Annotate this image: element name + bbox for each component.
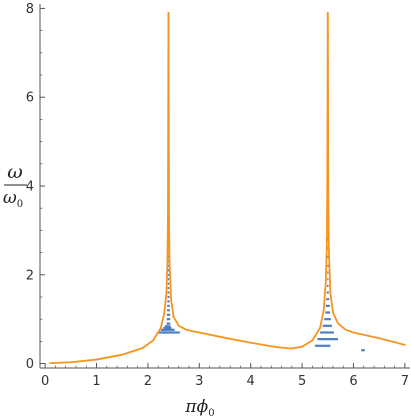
y-tick-label: 8 (26, 2, 34, 17)
y-axis-title: ω ω0 (3, 161, 27, 210)
x-axis-title-sub: 0 (208, 408, 214, 419)
y-tick-label: 2 (26, 268, 34, 283)
y-tick-label: 6 (26, 91, 34, 106)
x-tick-label: 0 (41, 374, 49, 389)
y-axis-title-denominator-sub: 0 (17, 199, 23, 210)
x-tick-label: 4 (247, 374, 255, 389)
x-ticks: 0 1 2 3 4 5 6 7 (41, 363, 409, 389)
svg-text:ω0: ω0 (3, 188, 23, 210)
x-tick-label: 5 (298, 374, 306, 389)
y-axis-title-denominator: ω (3, 188, 17, 208)
y-axis-title-numerator: ω (7, 161, 23, 183)
y-tick-label: 0 (26, 357, 34, 372)
x-tick-label: 2 (144, 374, 152, 389)
y-tick-label: 4 (26, 180, 34, 195)
x-tick-label: 6 (349, 374, 357, 389)
x-tick-label: 1 (92, 374, 100, 389)
energy-levels (158, 33, 365, 352)
x-axis-title: πϕ0 (184, 397, 214, 419)
y-ticks: 0 2 4 6 8 (26, 2, 45, 372)
x-tick-label: 3 (195, 374, 203, 389)
curve-segment (326, 11, 406, 346)
axes: 0 1 2 3 4 5 6 7 0 2 4 6 8 (26, 2, 410, 389)
svg-text:πϕ0: πϕ0 (184, 397, 214, 419)
curve-segment (167, 11, 329, 350)
x-axis-title-main: πϕ (184, 397, 208, 417)
plot-area (49, 11, 406, 365)
dispersion-curve (49, 11, 406, 365)
curve-segment (49, 11, 170, 365)
x-tick-label: 7 (401, 374, 409, 389)
